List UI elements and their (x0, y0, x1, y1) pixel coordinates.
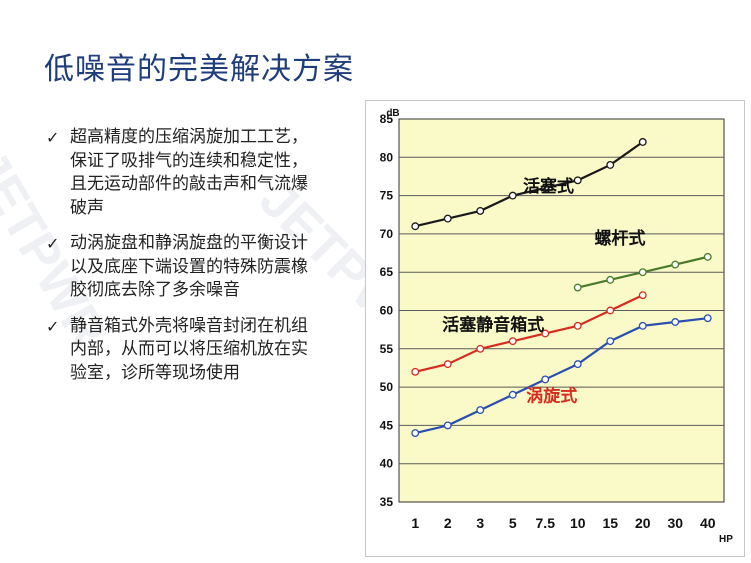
y-tick-label: 40 (380, 457, 394, 471)
data-point (476, 206, 485, 215)
data-point (573, 283, 582, 292)
bullet-list: ✓ 超高精度的压缩涡旋加工工艺，保证了吸排气的连续和稳定性，且无运动部件的敲击声… (46, 126, 316, 397)
x-tick-label: 1 (411, 515, 419, 531)
x-tick-label: 2 (444, 515, 452, 531)
x-tick-label: 7.5 (536, 515, 556, 531)
y-tick-label: 65 (380, 265, 394, 279)
data-point (638, 291, 647, 300)
y-tick-label: 45 (380, 418, 394, 432)
data-point (476, 344, 485, 353)
check-icon: ✓ (46, 128, 60, 147)
bullet-item: ✓ 静音箱式外壳将噪音封闭在机组内部，从而可以将压缩机放在实验室，诊所等现场使用 (46, 315, 316, 386)
y-tick-label: 75 (380, 189, 394, 203)
data-point (606, 306, 615, 315)
data-point (411, 367, 420, 376)
y-tick-label: 70 (380, 227, 394, 241)
noise-chart: 35 40 45 50 55 60 65 70 75 80 85 dB 1 2 3 5 7.5 10 15 20 30 4… (365, 100, 745, 557)
check-icon: ✓ (46, 316, 60, 336)
series-label: 活塞静音箱式 (442, 314, 544, 335)
data-point (703, 252, 712, 261)
y-axis-label: dB (386, 108, 399, 119)
data-point (541, 183, 550, 192)
data-point (411, 222, 420, 231)
slide-title: 低噪音的完美解决方案 (44, 52, 354, 87)
x-axis-label: HP (719, 534, 733, 545)
data-point (443, 214, 452, 223)
series-label: 活塞式 (523, 176, 574, 197)
y-tick-label: 35 (380, 495, 394, 509)
data-point (703, 314, 712, 323)
data-point (541, 329, 550, 338)
data-point (671, 318, 680, 326)
y-tick-label: 60 (380, 304, 394, 318)
series-label: 涡旋式 (526, 386, 577, 407)
y-tick-label: 85 (380, 112, 394, 126)
x-tick-label: 10 (570, 515, 586, 531)
x-tick-label: 5 (509, 515, 517, 531)
series-line (414, 141, 644, 228)
x-tick-label: 30 (667, 515, 683, 531)
data-point (573, 321, 582, 330)
data-point (573, 360, 582, 369)
series-label: 螺杆式 (595, 228, 646, 249)
data-point (671, 260, 680, 269)
data-point (443, 421, 452, 430)
x-tick-label: 3 (476, 515, 484, 531)
data-point (606, 161, 615, 169)
y-tick-label: 55 (380, 342, 394, 356)
bullet-text: 静音箱式外壳将噪音封闭在机组内部，从而可以将压缩机放在实验室，诊所等现场使用 (70, 315, 308, 383)
series-line (414, 317, 708, 435)
check-icon: ✓ (46, 234, 60, 253)
data-point (573, 176, 582, 185)
data-point (638, 138, 647, 146)
bullet-text: 动涡旋盘和静涡旋盘的平衡设计以及底座下端设置的特殊防震橡胶彻底去除了多余噪音 (70, 233, 308, 300)
data-point (606, 337, 615, 346)
data-point (606, 275, 615, 284)
data-point (508, 390, 517, 399)
y-tick-label: 80 (380, 150, 394, 164)
data-point (443, 360, 452, 369)
data-point (638, 268, 647, 277)
y-tick-label: 50 (380, 380, 394, 394)
data-point (476, 406, 485, 415)
x-tick-label: 20 (635, 515, 651, 531)
x-tick-label: 15 (602, 515, 618, 531)
data-point (638, 321, 647, 330)
data-point (508, 337, 517, 346)
data-point (411, 429, 420, 438)
bullet-item: ✓ 超高精度的压缩涡旋加工工艺，保证了吸排气的连续和稳定性，且无运动部件的敲击声… (46, 126, 316, 220)
data-point (508, 191, 517, 200)
data-point (541, 375, 550, 384)
bullet-text: 超高精度的压缩涡旋加工工艺，保证了吸排气的连续和稳定性，且无运动部件的敲击声和气… (70, 127, 308, 218)
bullet-item: ✓ 动涡旋盘和静涡旋盘的平衡设计以及底座下端设置的特殊防震橡胶彻底去除了多余噪音 (46, 232, 316, 303)
x-tick-label: 40 (700, 515, 716, 531)
series-line (414, 294, 644, 373)
